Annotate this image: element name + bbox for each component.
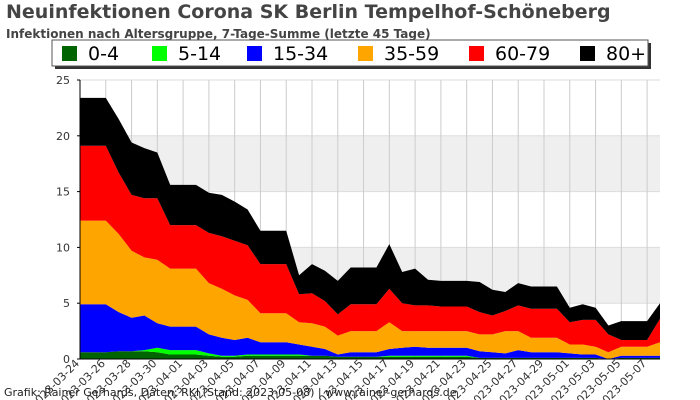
legend-swatch-80+ xyxy=(580,46,595,61)
legend-label-15-34: 15-34 xyxy=(273,43,328,65)
area-series-15-34 xyxy=(80,304,660,359)
area-series-35-59 xyxy=(80,220,660,359)
legend-label-0-4: 0-4 xyxy=(88,43,119,65)
y-tick-label: 15 xyxy=(56,186,70,199)
axes xyxy=(79,80,660,360)
legend-swatch-0-4 xyxy=(62,46,77,61)
legend: 0-4 5-14 15-34 35-59 60-79 80+ xyxy=(51,39,651,69)
stacked-areas xyxy=(80,97,660,359)
legend-label-35-59: 35-59 xyxy=(384,43,439,65)
legend-label-60-79: 60-79 xyxy=(495,43,550,65)
legend-swatch-15-34 xyxy=(247,46,262,61)
legend-label-80+: 80+ xyxy=(606,43,646,65)
y-tick-label: 20 xyxy=(56,130,70,143)
area-series-80+ xyxy=(80,97,660,341)
chart-title: Neuinfektionen Corona SK Berlin Tempelho… xyxy=(6,1,611,23)
y-tick-label: 25 xyxy=(56,74,70,87)
area-series-0-4 xyxy=(80,351,660,359)
y-tick-label: 10 xyxy=(56,241,70,254)
y-tick-label: 0 xyxy=(63,353,70,366)
legend-box xyxy=(51,39,649,67)
y-tick-label: 5 xyxy=(63,297,70,310)
background-band xyxy=(80,135,660,192)
legend-swatch-35-59 xyxy=(358,46,373,61)
footer-credit: Grafik: Rainer Gerhards, Daten: RKI (Sta… xyxy=(4,386,457,399)
legend-swatch-60-79 xyxy=(469,46,484,61)
legend-swatch-5-14 xyxy=(152,46,167,61)
legend-label-5-14: 5-14 xyxy=(178,43,221,65)
area-series-5-14 xyxy=(80,347,660,359)
area-series-60-79 xyxy=(80,145,660,353)
chart-subtitle: Infektionen nach Altersgruppe, 7-Tage-Su… xyxy=(6,27,431,41)
y-tick-labels: 0 5 10 15 20 25 xyxy=(56,74,80,366)
background-band xyxy=(80,80,660,136)
